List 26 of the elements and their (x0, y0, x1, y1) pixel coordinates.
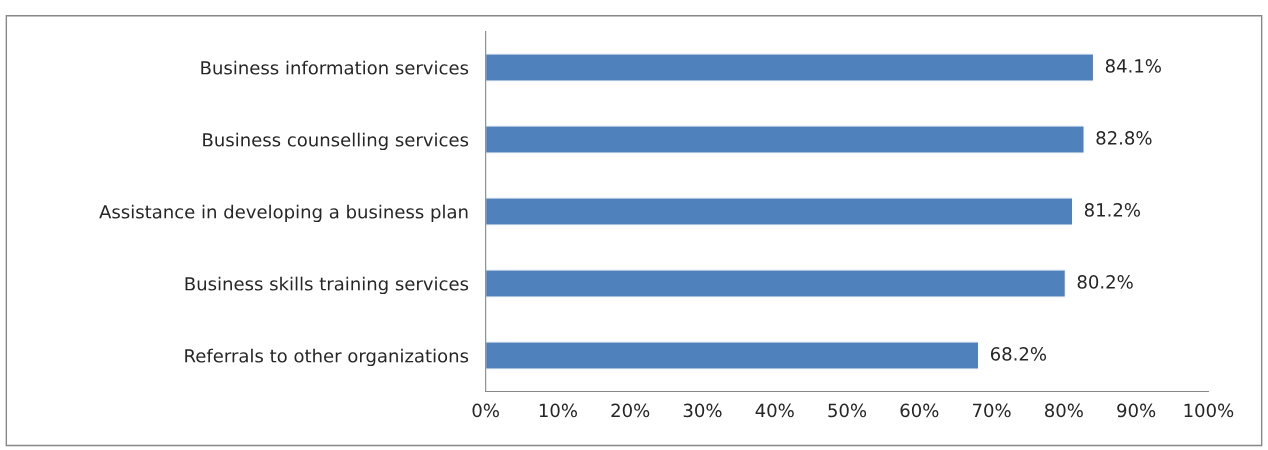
x-tick-label: 100% (1184, 403, 1234, 418)
y-tick-label: Referrals to other organizations (185, 348, 469, 367)
y-tick-label: Business skills training services (185, 276, 469, 295)
data-label: 81.2% (1084, 203, 1140, 217)
data-label: 84.1% (1105, 59, 1161, 73)
bar (485, 341, 980, 370)
data-label: 68.2% (990, 347, 1047, 361)
x-tick-label: 40% (755, 403, 794, 418)
bar (485, 269, 1066, 298)
x-tick-label: 10% (539, 403, 577, 418)
y-tick-label: Business counselling services (203, 132, 469, 151)
x-tick-label: 80% (1045, 403, 1083, 418)
data-label: 82.8% (1096, 131, 1152, 145)
y-tick-label: Assistance in developing a business plan (99, 204, 468, 223)
x-tick-label: 50% (828, 403, 867, 418)
bar (485, 53, 1095, 82)
x-tick-label: 20% (611, 403, 650, 418)
y-tick-label: Business information services (201, 60, 469, 75)
x-tick-label: 90% (1117, 403, 1156, 418)
x-tick-label: 70% (972, 403, 1011, 418)
x-tick-label: 0% (472, 403, 499, 418)
bar (485, 197, 1074, 226)
x-tick-label: 60% (900, 403, 939, 418)
x-tick-label: 30% (683, 403, 722, 418)
bar (485, 125, 1085, 154)
data-label: 80.2% (1077, 275, 1133, 289)
